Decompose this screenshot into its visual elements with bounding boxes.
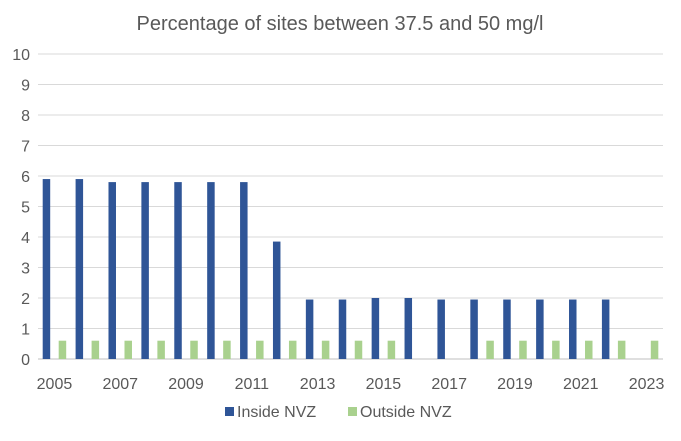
bar-inside-nvz-2018 [470,299,478,359]
x-tick-label: 2019 [497,376,533,393]
bar-inside-nvz-2008 [141,182,149,359]
bar-outside-nvz-2019 [519,340,527,359]
y-tick-label: 8 [21,108,30,125]
bar-outside-nvz-2014 [354,340,363,359]
chart-title: Percentage of sites between 37.5 and 50 … [137,13,544,35]
y-tick-label: 9 [21,78,30,95]
bar-inside-nvz-2011 [240,182,248,359]
bar-outside-nvz-2005 [58,340,67,359]
y-axis-ticks: 0 1 2 3 4 5 6 7 8 9 10 [12,47,30,369]
x-tick-label: 2005 [37,376,73,393]
y-tick-label: 0 [21,352,30,369]
x-axis-ticks: 2005 2007 2009 2011 2013 2015 2017 2019 2021 2023 [37,376,665,393]
bar-inside-nvz-2022 [601,299,610,359]
bar-inside-nvz-2005 [42,179,51,359]
bar-outside-nvz-2011 [256,340,264,359]
x-tick-label: 2007 [102,376,138,393]
bar-outside-nvz-2022 [617,340,626,359]
y-tick-label: 6 [21,169,30,186]
y-tick-label: 10 [12,47,30,64]
bar-inside-nvz-2012 [272,241,281,359]
bar-inside-nvz-2021 [569,299,577,359]
bars [42,179,659,359]
bar-outside-nvz-2008 [157,340,165,359]
bar-outside-nvz-2009 [190,340,198,359]
y-tick-label: 4 [21,230,30,247]
legend-swatch-outside-nvz [348,407,357,416]
x-tick-label: 2023 [629,376,665,393]
legend-label-outside-nvz: Outside NVZ [360,404,452,421]
x-tick-label: 2021 [563,376,599,393]
bar-outside-nvz-2012 [288,340,297,359]
legend-swatch-inside-nvz [225,407,234,416]
bar-inside-nvz-2013 [305,299,314,359]
bar-outside-nvz-2010 [223,340,231,359]
bar-inside-nvz-2014 [338,299,347,359]
bar-inside-nvz-2006 [75,179,84,359]
bar-outside-nvz-2020 [552,340,560,359]
bar-outside-nvz-2018 [486,340,494,359]
legend-label-inside-nvz: Inside NVZ [237,404,316,421]
y-tick-label: 5 [21,200,30,217]
y-tick-label: 3 [21,261,30,278]
bar-inside-nvz-2016 [404,298,413,359]
bar-inside-nvz-2019 [503,299,511,359]
y-tick-label: 7 [21,139,30,156]
x-tick-label: 2011 [235,376,270,393]
x-tick-label: 2015 [366,376,402,393]
bar-outside-nvz-2021 [585,340,593,359]
bar-outside-nvz-2023 [650,340,659,359]
bar-outside-nvz-2006 [91,340,100,359]
bar-inside-nvz-2020 [536,299,544,359]
bar-inside-nvz-2009 [174,182,182,359]
x-tick-label: 2013 [300,376,336,393]
bar-inside-nvz-2017 [437,299,445,359]
y-tick-label: 2 [21,291,30,308]
bar-outside-nvz-2007 [124,340,132,359]
bar-inside-nvz-2015 [371,298,380,359]
x-tick-label: 2009 [168,376,204,393]
bar-outside-nvz-2013 [321,340,330,359]
x-tick-label: 2017 [431,376,467,393]
bar-inside-nvz-2007 [108,182,116,359]
bar-outside-nvz-2015 [387,340,396,359]
legend: Inside NVZ Outside NVZ [225,404,452,421]
y-tick-label: 1 [21,322,30,339]
bar-inside-nvz-2010 [207,182,215,359]
